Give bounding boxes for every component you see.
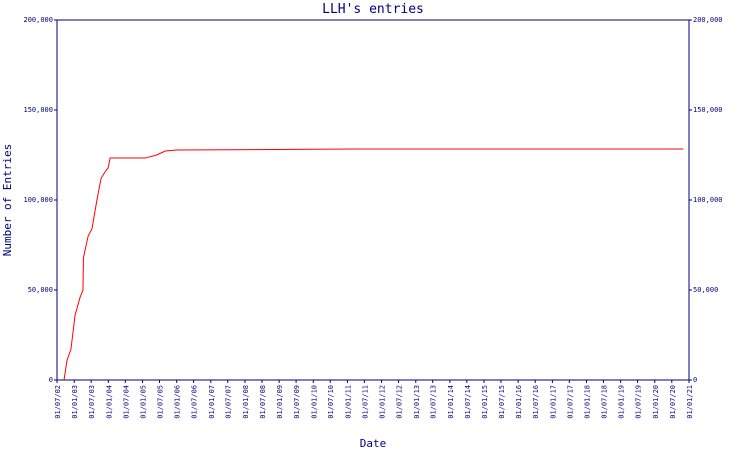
x-tick-label: 01/07/20: [669, 385, 677, 419]
x-tick-label: 01/07/19: [635, 385, 643, 419]
y-tick-label: 50,000: [28, 286, 53, 294]
x-tick-label: 01/07/11: [361, 385, 369, 419]
x-tick-label: 01/01/14: [447, 385, 455, 419]
y2-tick-label: 0: [693, 376, 697, 384]
x-tick-label: 01/01/21: [686, 385, 694, 419]
y-tick-label: 0: [49, 376, 53, 384]
y2-tick-label: 50,000: [693, 286, 718, 294]
x-tick-label: 01/01/11: [344, 385, 352, 419]
x-tick-label: 01/01/17: [549, 385, 557, 419]
y2-tick-label: 150,000: [693, 106, 723, 114]
x-tick-label: 01/07/10: [327, 385, 335, 419]
x-tick-label: 01/01/09: [276, 385, 284, 419]
x-tick-label: 01/07/15: [498, 385, 506, 419]
x-tick-label: 01/07/06: [191, 385, 199, 419]
x-tick-label: 01/01/19: [618, 385, 626, 419]
y-tick-label: 150,000: [23, 106, 53, 114]
x-tick-label: 01/07/02: [54, 385, 62, 419]
x-tick-label: 01/07/05: [156, 385, 164, 419]
x-tick-label: 01/07/07: [225, 385, 233, 419]
x-tick-label: 01/01/07: [208, 385, 216, 419]
x-tick-label: 01/07/09: [293, 385, 301, 419]
x-tick-label: 01/01/06: [174, 385, 182, 419]
x-tick-label: 01/01/15: [481, 385, 489, 419]
y2-tick-label: 100,000: [693, 196, 723, 204]
x-tick-label: 01/01/04: [105, 385, 113, 419]
x-tick-label: 01/07/18: [600, 385, 608, 419]
data-line: [63, 148, 684, 381]
chart-title: LLH's entries: [322, 2, 424, 17]
x-tick-label: 01/07/13: [430, 385, 438, 419]
x-tick-label: 01/01/10: [310, 385, 318, 419]
x-tick-label: 01/07/17: [566, 385, 574, 419]
plot-frame: [56, 19, 690, 381]
x-tick-label: 01/07/03: [88, 385, 96, 419]
x-tick-label: 01/01/20: [652, 385, 660, 419]
x-tick-label: 01/07/12: [396, 385, 404, 419]
x-tick-label: 01/01/12: [379, 385, 387, 419]
x-tick-label: 01/07/04: [122, 385, 130, 419]
x-tick-label: 01/07/14: [464, 385, 472, 419]
x-tick-label: 01/01/05: [140, 385, 148, 419]
y-axis-label: Number of Entries: [1, 144, 14, 257]
x-tick-label: 01/01/13: [413, 385, 421, 419]
x-tick-label: 01/01/18: [584, 385, 592, 419]
y-tick-label: 100,000: [23, 196, 53, 204]
x-tick-label: 01/07/16: [532, 385, 540, 419]
x-tick-label: 01/01/16: [515, 385, 523, 419]
x-tick-label: 01/01/08: [242, 385, 250, 419]
x-tick-label: 01/07/08: [259, 385, 267, 419]
x-axis-label: Date: [360, 437, 387, 450]
y-tick-label: 200,000: [23, 16, 53, 24]
y2-tick-label: 200,000: [693, 16, 723, 24]
x-tick-label: 01/01/03: [71, 385, 79, 419]
